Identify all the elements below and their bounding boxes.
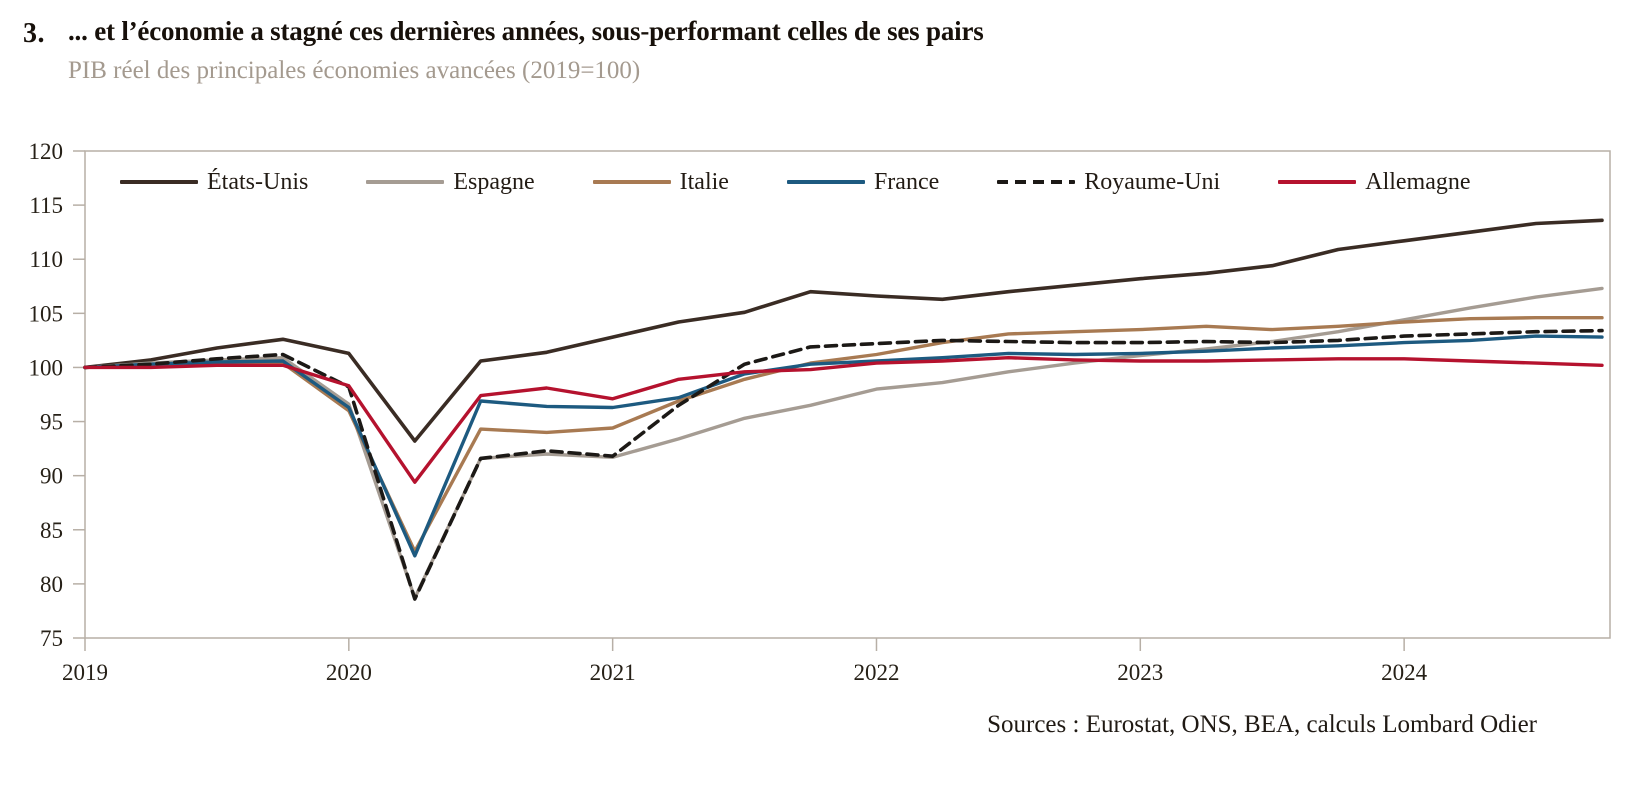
y-tick-label: 95	[40, 410, 63, 435]
y-axis: 75 80 85 90 95 100 105 110 115 120	[29, 139, 85, 651]
legend-item-royaume-uni: Royaume-Uni	[997, 169, 1220, 196]
legend-item-allemagne: Allemagne	[1278, 168, 1471, 196]
x-tick-label: 2022	[853, 660, 899, 685]
legend-swatch-allemagne	[1278, 179, 1357, 185]
legend-item-espagne: Espagne	[366, 168, 535, 196]
line-allemagne	[83, 356, 1604, 484]
line-france	[83, 334, 1604, 558]
y-tick-label: 90	[40, 464, 63, 489]
x-tick-label: 2024	[1381, 660, 1428, 685]
legend-item-italie: Italie	[592, 168, 729, 196]
y-tick-label: 80	[40, 572, 63, 597]
figure-number: 3.	[23, 18, 45, 49]
legend-swatch-italie	[592, 179, 671, 185]
legend-label: Allemagne	[1365, 168, 1471, 195]
legend-item-etats-unis: États-Unis	[120, 169, 308, 196]
legend-label: Espagne	[453, 168, 535, 195]
y-tick-label: 115	[29, 193, 63, 218]
legend-item-france: France	[786, 168, 940, 196]
legend-swatch-espagne	[366, 179, 445, 185]
line-etats-unis	[83, 218, 1604, 443]
x-tick-label: 2019	[62, 660, 108, 685]
chart-legend: États-Unis Espagne Italie France Royaume-Uni…	[120, 167, 1471, 197]
line-espagne	[83, 286, 1604, 600]
source-note: Sources : Eurostat, ONS, BEA, calculs Lo…	[987, 711, 1537, 738]
legend-swatch-france	[786, 179, 865, 185]
y-tick-label: 120	[29, 139, 64, 164]
legend-label: Royaume-Uni	[1084, 168, 1221, 195]
plot-frame	[84, 150, 1611, 639]
x-tick-label: 2023	[1117, 660, 1163, 685]
legend-label: Italie	[679, 168, 729, 195]
y-tick-label: 110	[29, 247, 63, 272]
legend-label: France	[873, 168, 940, 195]
legend-swatch-royaume-uni	[997, 179, 1076, 185]
figure-subtitle: PIB réel des principales économies avanc…	[68, 57, 641, 84]
y-tick-label: 100	[29, 355, 64, 380]
legend-swatch-etats-unis	[120, 179, 198, 185]
x-tick-label: 2021	[590, 660, 636, 685]
x-axis: 2019 2020 2021 2022 2023 2024	[62, 638, 1428, 685]
y-tick-label: 105	[29, 301, 64, 326]
y-tick-label: 75	[40, 626, 63, 651]
line-italie	[83, 316, 1604, 554]
legend-label: États-Unis	[207, 168, 309, 195]
x-tick-label: 2020	[326, 660, 372, 685]
figure-title: ... et l’économie a stagné ces dernières…	[68, 16, 984, 46]
line-royaume-uni	[83, 328, 1604, 601]
y-tick-label: 85	[40, 518, 63, 543]
